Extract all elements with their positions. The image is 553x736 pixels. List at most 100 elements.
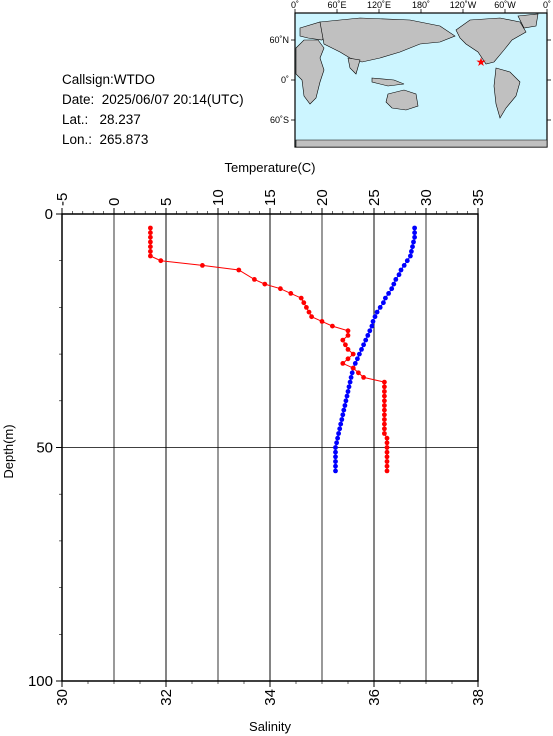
temperature-axis-label: Temperature(C)	[224, 160, 315, 175]
temperature-tick-label: 25	[366, 189, 383, 206]
chart-series	[148, 225, 417, 474]
land-africa-europe	[295, 39, 325, 105]
map-lon-label: 60˚E	[327, 0, 346, 10]
temperature-data-point	[409, 249, 414, 254]
temperature-data-point	[333, 468, 338, 474]
temperature-data-point	[408, 253, 413, 259]
temperature-data-point	[335, 435, 340, 441]
salinity-data-point	[148, 234, 153, 240]
temperature-data-point	[393, 277, 399, 282]
salinity-data-point	[384, 445, 390, 450]
temperature-data-point	[401, 263, 407, 268]
temperature-data-point	[333, 463, 338, 469]
temperature-data-point	[345, 389, 351, 394]
salinity-tick-label: 30	[54, 689, 71, 706]
salinity-data-point	[382, 384, 387, 390]
salinity-data-point	[148, 244, 153, 250]
temperature-data-point	[365, 333, 371, 338]
temperature-tick-label: -5	[54, 193, 71, 206]
salinity-data-point	[236, 267, 242, 273]
map-lon-labels: 0˚ 60˚E 120˚E 180˚ 120˚W 60˚W 0˚	[291, 0, 551, 10]
temperature-data-point	[389, 286, 395, 292]
salinity-data-point	[382, 398, 387, 404]
temperature-data-point	[369, 323, 375, 329]
temperature-data-point	[377, 305, 383, 310]
land-india	[347, 57, 361, 75]
temperature-data-point	[391, 281, 397, 287]
land-greenland	[517, 13, 539, 29]
salinity-data-point	[288, 291, 294, 296]
temperature-data-point	[363, 337, 369, 343]
salinity-data-point	[306, 309, 312, 315]
date-text: Date: 2025/06/07 20:14(UTC)	[62, 92, 244, 107]
temperature-data-point	[343, 398, 349, 404]
salinity-data-point	[356, 370, 361, 376]
temperature-data-point	[370, 319, 376, 324]
temperature-data-point	[396, 272, 402, 278]
map-lon-label: 0˚	[543, 0, 551, 10]
salinity-data-point	[301, 300, 307, 306]
temperature-data-point	[412, 234, 417, 240]
chart-grid	[61, 213, 479, 682]
salinity-data-point	[340, 361, 346, 366]
salinity-data-point	[384, 449, 390, 455]
salinity-data-point	[384, 468, 390, 474]
callsign-text: Callsign:WTDO	[62, 72, 156, 87]
map-land	[295, 13, 548, 148]
temperature-tick-label: 0	[106, 198, 123, 206]
temperature-data-point	[381, 300, 386, 306]
temperature-data-point	[410, 244, 415, 250]
salinity-data-point	[340, 337, 346, 343]
temperature-data-point	[374, 309, 380, 315]
temperature-data-point	[348, 375, 354, 380]
land-asia	[319, 17, 456, 63]
salinity-data-point	[345, 328, 351, 334]
map-lon-label: 0˚	[291, 0, 299, 10]
temperature-tick-label: 10	[210, 189, 227, 206]
depth-tick-label: 100	[28, 673, 53, 690]
latitude-text: Lat.: 28.237	[62, 112, 141, 127]
location-map: 0˚ 60˚E 120˚E 180˚ 120˚W 60˚W 0˚ 60˚N 0˚…	[269, 0, 551, 148]
temperature-data-point	[411, 239, 416, 245]
salinity-data-point	[262, 281, 268, 287]
salinity-data-point	[382, 426, 387, 432]
salinity-data-point	[148, 225, 153, 231]
temperature-data-point	[338, 421, 344, 427]
temperature-data-point	[339, 417, 345, 422]
temperature-data-point	[372, 314, 378, 320]
temperature-data-point	[398, 267, 404, 273]
station-star-icon: ★	[476, 55, 487, 69]
salinity-data-point	[158, 258, 164, 264]
temperature-tick-label: 15	[262, 189, 279, 206]
salinity-data-point	[278, 286, 283, 292]
temperature-data-point	[336, 431, 341, 436]
salinity-data-point	[304, 305, 309, 310]
salinity-data-point	[343, 342, 348, 348]
land-south-america	[493, 67, 521, 119]
salinity-data-point	[345, 333, 351, 338]
salinity-data-point	[382, 421, 387, 427]
salinity-data-point	[382, 393, 387, 399]
temperature-data-point	[412, 230, 417, 236]
salinity-data-point	[382, 389, 387, 394]
depth-tick-label: 0	[45, 206, 53, 223]
salinity-data-point	[384, 454, 390, 460]
salinity-data-point	[384, 463, 390, 469]
temperature-data-point	[337, 426, 343, 432]
temperature-data-point	[357, 351, 362, 357]
salinity-tick-label: 34	[262, 689, 279, 706]
temperature-tick-label: 20	[314, 189, 331, 206]
salinity-data-point	[148, 230, 153, 236]
temperature-tick-label: 30	[418, 189, 435, 206]
temperature-data-point	[340, 412, 346, 418]
temperature-data-point	[359, 347, 364, 352]
temperature-data-point	[347, 379, 353, 385]
temperature-data-point	[349, 370, 355, 376]
temperature-data-point	[333, 454, 338, 460]
depth-ticks: 0 50 100	[28, 206, 62, 690]
salinity-tick-label: 36	[366, 689, 383, 706]
temperature-data-point	[341, 407, 347, 413]
salinity-axis-label: Salinity	[249, 719, 291, 734]
salinity-data-point	[384, 459, 390, 464]
